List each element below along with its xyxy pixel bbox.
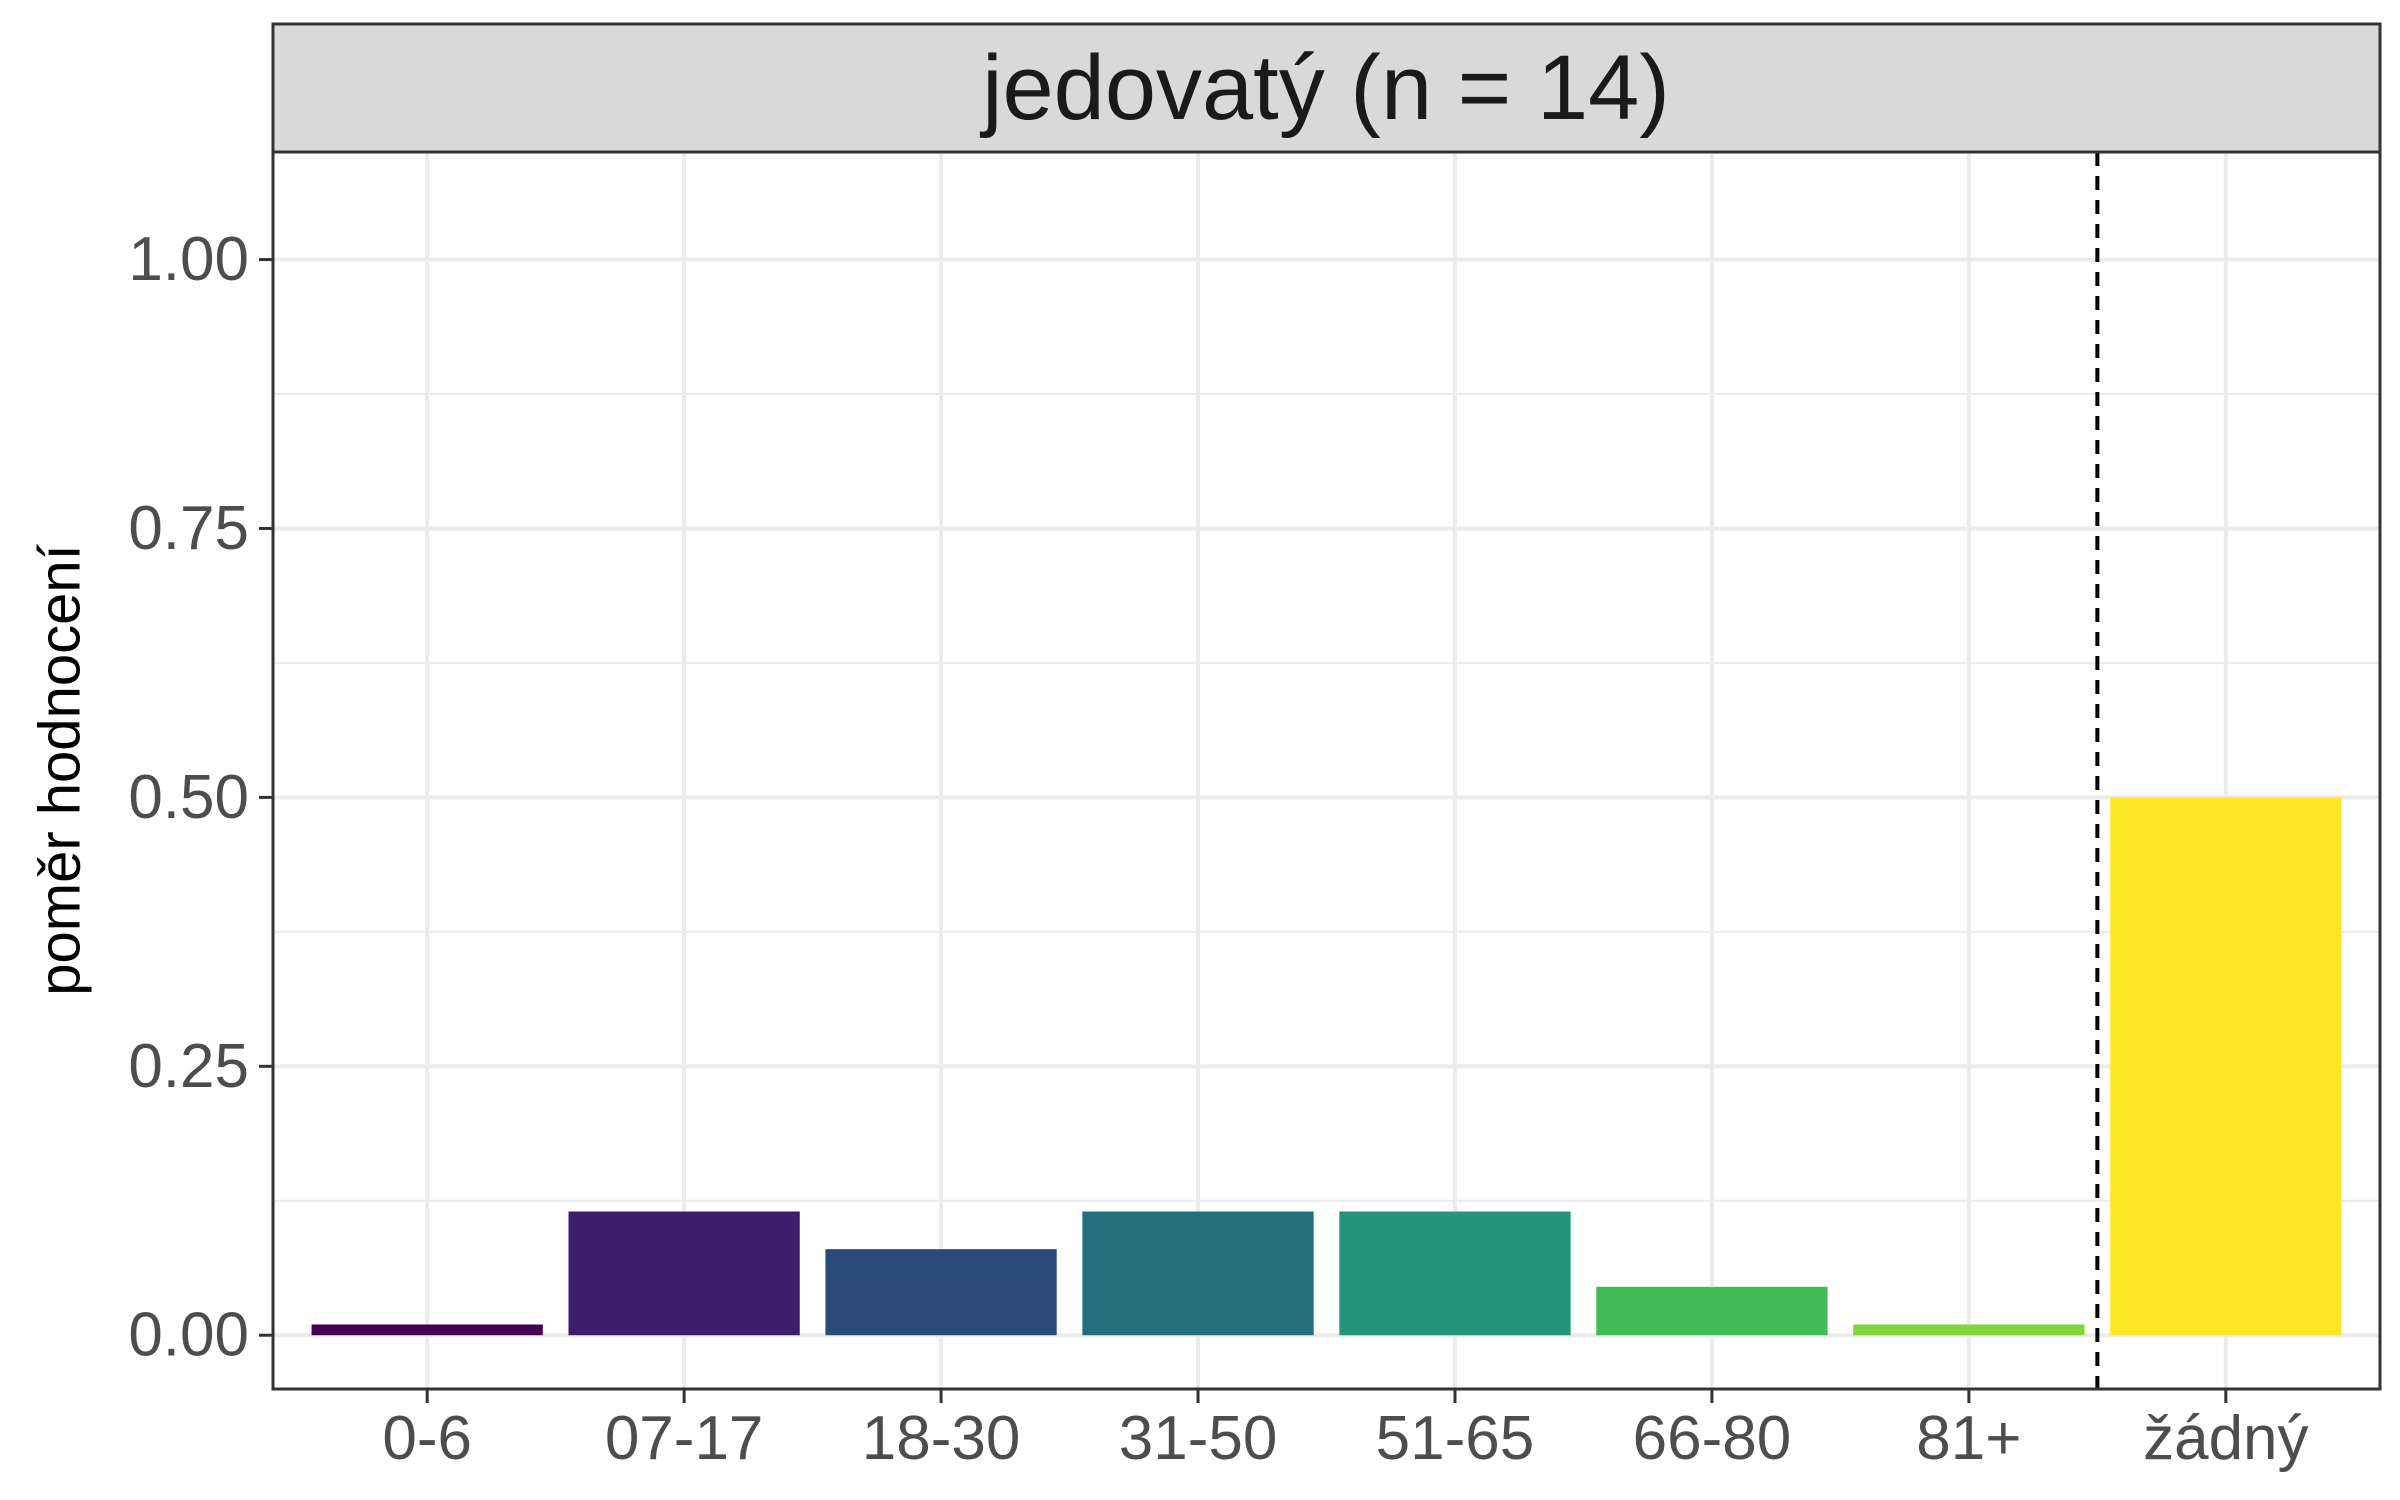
y-tick-label: 0.75 bbox=[128, 494, 249, 563]
bar-31-50 bbox=[1082, 1211, 1314, 1336]
x-tick-label: 18-30 bbox=[862, 1404, 1021, 1473]
x-tick-label: 66-80 bbox=[1633, 1404, 1792, 1473]
bar-81+ bbox=[1853, 1324, 2085, 1336]
y-axis: 0.00 0.25 0.50 0.75 1.00 bbox=[128, 225, 273, 1370]
x-tick-label: 0-6 bbox=[382, 1404, 472, 1473]
plot-border bbox=[271, 150, 2382, 1391]
bar-51-65 bbox=[1339, 1211, 1571, 1336]
facet-strip bbox=[271, 22, 2382, 154]
bar-07-17 bbox=[568, 1211, 800, 1336]
facet-title: jedovatý (n = 14) bbox=[979, 37, 1670, 139]
grid-lines bbox=[273, 152, 2380, 1389]
x-tick-label: 31-50 bbox=[1119, 1404, 1278, 1473]
bar-0-6 bbox=[311, 1324, 543, 1336]
x-tick-label: 81+ bbox=[1916, 1404, 2021, 1473]
bar-66-80 bbox=[1596, 1286, 1828, 1336]
y-tick-label: 0.00 bbox=[128, 1301, 249, 1370]
y-tick-label: 1.00 bbox=[128, 225, 249, 294]
y-tick-label: 0.25 bbox=[128, 1032, 249, 1101]
x-tick-label: 51-65 bbox=[1376, 1404, 1535, 1473]
x-tick-label: žádný bbox=[2143, 1404, 2308, 1473]
bars bbox=[311, 797, 2342, 1336]
plot-panel bbox=[273, 152, 2380, 1389]
x-axis: 0-6 07-17 18-30 31-50 51-65 66-80 81+ žádný bbox=[382, 1389, 2309, 1473]
y-axis-title: poměr hodnocení bbox=[28, 544, 93, 995]
x-tick-label: 07-17 bbox=[605, 1404, 764, 1473]
bar-žádný bbox=[2110, 797, 2342, 1336]
y-tick-label: 0.50 bbox=[128, 763, 249, 832]
bar-18-30 bbox=[825, 1249, 1057, 1336]
